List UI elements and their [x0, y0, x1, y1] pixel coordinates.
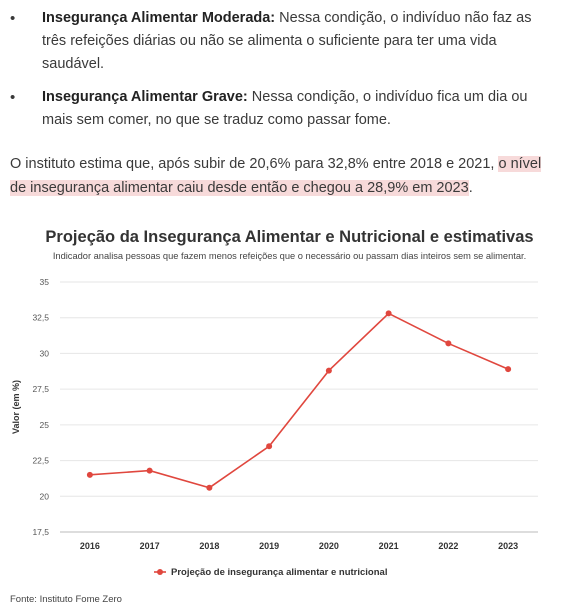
bullet-body: Nessa condição, o indivíduo fica um dia …	[42, 89, 528, 128]
bullet-dot: •	[10, 89, 16, 106]
data-point	[505, 366, 512, 373]
source-note: Fonte: Instituto Fome Zero	[10, 594, 122, 605]
bullet-title: Insegurança Alimentar Grave:	[42, 89, 248, 105]
bullet-dot: •	[10, 10, 16, 27]
article-paragraph: O instituto estima que, após subir de 20…	[10, 152, 550, 200]
legend-marker	[157, 569, 163, 575]
y-tick-label: 30	[40, 348, 50, 358]
x-tick-label: 2020	[319, 541, 339, 551]
y-tick-label: 35	[40, 277, 50, 287]
y-tick-label: 32,5	[32, 313, 49, 323]
x-tick-label: 2016	[80, 541, 100, 551]
paragraph-text: O instituto estima que, após subir de 20…	[10, 156, 499, 172]
chart-subtitle: Indicador analisa pessoas que fazem meno…	[52, 251, 527, 261]
y-tick-label: 17,5	[32, 527, 49, 537]
data-point	[146, 467, 153, 474]
paragraph-end: .	[468, 180, 473, 196]
data-point	[266, 443, 273, 450]
data-point	[206, 484, 213, 491]
bullet-text: Insegurança Alimentar Moderada: Nessa co…	[42, 7, 532, 76]
line-chart: 17,5 20 22,5 25 27,5 30 32,5 35 2016 2017 2018 2019…	[11, 277, 538, 578]
data-point	[325, 367, 332, 374]
y-tick-label: 25	[40, 420, 50, 430]
x-tick-label: 2019	[259, 541, 279, 551]
x-tick-label: 2022	[438, 541, 458, 551]
y-tick-label: 20	[40, 491, 50, 501]
x-tick-label: 2023	[498, 541, 518, 551]
chart-title: Projeção da Insegurança Alimentar e Nutr…	[45, 228, 534, 246]
data-point	[385, 310, 392, 317]
legend-label: Projeção de insegurança alimentar e nutr…	[171, 567, 387, 578]
y-axis-label: Valor (em %)	[11, 380, 21, 434]
series-line	[89, 312, 509, 489]
bullet-body: Nessa condição, o indivíduo não faz as t…	[42, 10, 532, 72]
y-tick-label: 27,5	[32, 384, 49, 394]
x-tick-label: 2021	[379, 541, 399, 551]
data-point	[445, 340, 452, 347]
x-tick-label: 2017	[140, 541, 160, 551]
data-point	[86, 471, 93, 478]
bullet-text: Insegurança Alimentar Grave: Nessa condi…	[42, 86, 532, 132]
y-tick-label: 22,5	[32, 456, 49, 466]
bullet-title: Insegurança Alimentar Moderada:	[42, 10, 276, 26]
x-tick-label: 2018	[199, 541, 219, 551]
